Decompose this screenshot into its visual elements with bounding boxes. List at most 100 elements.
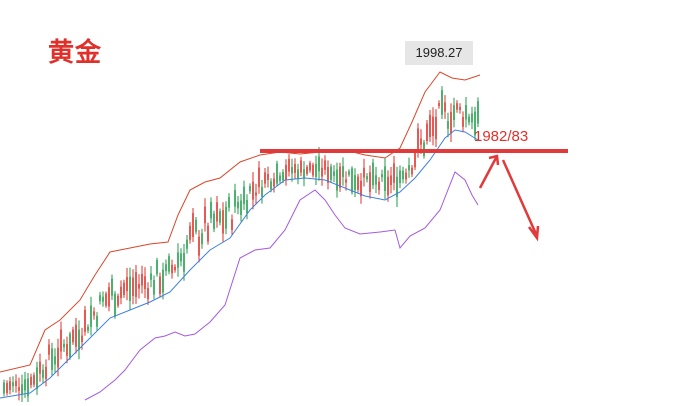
candle-body <box>324 160 326 170</box>
candle-body <box>435 116 437 140</box>
candle-body <box>153 280 155 295</box>
candle-body <box>201 233 203 245</box>
candle-body <box>93 311 95 316</box>
candle-body <box>45 366 47 379</box>
candle-body <box>81 335 83 342</box>
candle-body <box>348 171 350 175</box>
candle-body <box>471 113 473 123</box>
candle-body <box>54 356 56 365</box>
candle-body <box>189 225 191 240</box>
candle-body <box>339 166 341 188</box>
candle-body <box>135 272 137 297</box>
candle-body <box>306 167 308 174</box>
middle-bollinger-band <box>0 129 479 399</box>
candle-body <box>243 186 245 205</box>
candle-body <box>384 166 386 191</box>
candle-body <box>474 111 476 136</box>
candle-body <box>144 276 146 290</box>
candle-body <box>273 178 275 187</box>
candle-body <box>186 239 188 249</box>
candles-group <box>3 86 479 404</box>
candle-body <box>426 123 428 141</box>
candle-body <box>321 167 323 177</box>
candle-body <box>15 380 17 387</box>
candle-body <box>360 180 362 197</box>
candle-body <box>3 382 5 394</box>
candle-body <box>450 111 452 134</box>
candle-body <box>336 169 338 191</box>
candle-body <box>228 197 230 208</box>
candle-body <box>333 171 335 176</box>
candle-body <box>195 219 197 232</box>
candle-body <box>252 181 254 200</box>
candle-body <box>75 324 77 347</box>
candle-body <box>120 286 122 298</box>
candle-body <box>51 348 53 370</box>
candle-body <box>21 384 23 394</box>
lower-bollinger-band <box>84 171 479 401</box>
candle-body <box>66 344 68 356</box>
candle-body <box>477 101 479 124</box>
candle-body <box>390 175 392 185</box>
candle-body <box>126 277 128 292</box>
candle-body <box>111 278 113 296</box>
candle-body <box>48 344 50 355</box>
candle-body <box>159 276 161 294</box>
candle-body <box>327 167 329 183</box>
candle-body <box>381 174 383 178</box>
candle-body <box>411 167 413 175</box>
candle-body <box>60 329 62 352</box>
chart-title: 黄金 <box>48 38 103 68</box>
candle-body <box>180 253 182 262</box>
candle-body <box>438 103 440 107</box>
candle-body <box>123 282 125 295</box>
candle-body <box>357 176 359 190</box>
candle-body <box>354 175 356 191</box>
candle-body <box>117 295 119 306</box>
candle-body <box>150 273 152 280</box>
candle-body <box>279 175 281 182</box>
candle-body <box>108 287 110 307</box>
candle-body <box>288 158 290 172</box>
candle-body <box>330 166 332 181</box>
candle-body <box>393 163 395 183</box>
candle-body <box>309 163 311 171</box>
candle-body <box>249 186 251 192</box>
candle-body <box>258 167 260 188</box>
candle-body <box>351 168 353 193</box>
candle-body <box>12 382 14 387</box>
candle-body <box>222 210 224 234</box>
candle-body <box>402 170 404 180</box>
recent-high-label: 1998.27 <box>405 41 473 65</box>
down-arrow-icon <box>501 159 540 242</box>
candle-body <box>285 164 287 180</box>
candle-body <box>6 382 8 394</box>
candle-body <box>447 121 449 129</box>
candle-body <box>297 169 299 179</box>
candle-body <box>102 296 104 302</box>
candle-body <box>174 266 176 271</box>
candle-body <box>237 201 239 209</box>
candle-body <box>408 165 410 171</box>
candle-body <box>9 381 11 391</box>
candle-body <box>282 172 284 181</box>
candle-body <box>18 387 20 391</box>
candle-body <box>84 309 86 332</box>
candle-body <box>72 329 74 343</box>
candle-body <box>462 116 464 127</box>
candle-body <box>165 264 167 272</box>
candle-body <box>270 181 272 190</box>
candle-body <box>405 172 407 180</box>
candle-body <box>234 190 236 207</box>
candle-body <box>315 163 317 177</box>
candle-body <box>216 202 218 222</box>
candle-body <box>138 284 140 289</box>
candle-body <box>168 256 170 272</box>
candle-body <box>444 102 446 112</box>
candle-body <box>417 128 419 153</box>
candle-body <box>261 186 263 197</box>
candle-body <box>441 90 443 115</box>
candle-body <box>219 211 221 223</box>
